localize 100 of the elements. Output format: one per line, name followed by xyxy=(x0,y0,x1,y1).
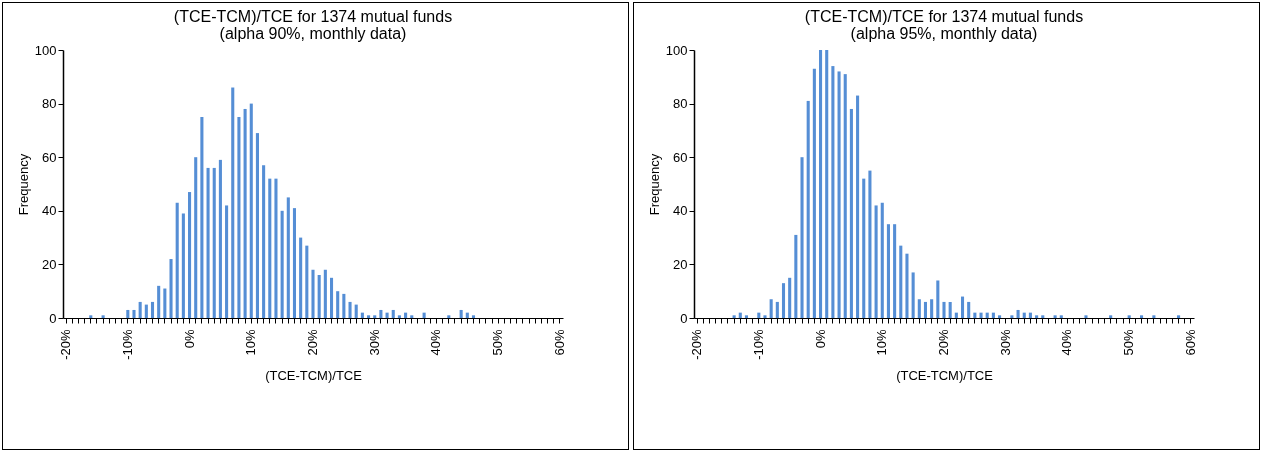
x-tick-label: -10% xyxy=(119,329,135,360)
x-tick-label: 20% xyxy=(305,329,320,356)
y-tick-label: 100 xyxy=(34,42,57,58)
bar xyxy=(342,293,346,318)
bar xyxy=(150,301,155,318)
bar xyxy=(769,299,773,318)
y-tick-label: 60 xyxy=(42,149,57,165)
x-tick-label: 60% xyxy=(551,329,567,356)
bar xyxy=(323,269,327,318)
bar xyxy=(1152,315,1156,318)
bar xyxy=(410,315,414,318)
bar xyxy=(132,309,136,318)
bar xyxy=(237,117,241,318)
bar xyxy=(225,205,229,318)
bar xyxy=(181,213,185,318)
bar xyxy=(89,315,93,318)
bar xyxy=(781,283,786,318)
bar xyxy=(169,259,173,318)
bar xyxy=(274,178,278,318)
x-axis-title: (TCE-TCM)/TCE xyxy=(896,367,994,383)
bar xyxy=(806,100,810,318)
bar xyxy=(144,304,148,318)
bar xyxy=(280,210,284,318)
bar xyxy=(1016,309,1020,318)
y-tick-label: 60 xyxy=(673,149,688,165)
x-tick-label: -20% xyxy=(58,329,74,360)
bar xyxy=(967,301,971,318)
chart-title: (TCE-TCM)/TCE for 1374 mutual funds xyxy=(173,8,453,25)
bar xyxy=(819,50,823,318)
bar xyxy=(243,108,247,318)
bar xyxy=(899,245,903,318)
bar xyxy=(1053,315,1057,318)
x-tick-label: 20% xyxy=(936,329,951,356)
bar xyxy=(126,309,130,318)
bar xyxy=(336,291,340,318)
bar xyxy=(998,315,1002,318)
x-tick-label: 60% xyxy=(1182,329,1198,356)
bar xyxy=(936,280,940,318)
x-tick-label: 10% xyxy=(874,329,890,356)
bar xyxy=(837,71,841,318)
bar xyxy=(1059,315,1063,318)
bar xyxy=(206,167,210,318)
bar xyxy=(868,170,872,318)
bar xyxy=(831,66,835,318)
bar xyxy=(1139,315,1144,318)
x-tick-label: 30% xyxy=(366,329,382,356)
y-tick-label: 40 xyxy=(42,203,57,219)
bar xyxy=(1127,315,1131,318)
bar xyxy=(775,301,779,318)
bar xyxy=(138,301,142,318)
bar xyxy=(942,301,946,318)
bar xyxy=(930,299,934,318)
bar xyxy=(825,50,829,318)
bar xyxy=(188,192,192,318)
bar xyxy=(874,205,878,318)
bar xyxy=(917,299,921,318)
bar xyxy=(800,157,804,318)
bar xyxy=(311,269,315,318)
bar xyxy=(249,103,253,318)
bar xyxy=(101,315,105,318)
y-tick-label: 0 xyxy=(680,310,688,326)
y-tick-label: 80 xyxy=(42,96,57,112)
bar xyxy=(459,309,463,318)
bar xyxy=(447,315,451,318)
bar xyxy=(262,165,266,318)
bar xyxy=(317,275,321,318)
chart-subtitle: (alpha 90%, monthly data) xyxy=(219,25,407,42)
bar xyxy=(862,178,866,318)
x-tick-label: 10% xyxy=(243,329,259,356)
bar xyxy=(329,277,334,318)
bar xyxy=(794,234,798,318)
bar xyxy=(373,315,377,318)
x-tick-label: 40% xyxy=(1059,329,1075,356)
x-tick-label: 40% xyxy=(428,329,444,356)
bar xyxy=(843,74,847,318)
x-tick-label: 0% xyxy=(181,329,197,349)
bar xyxy=(299,237,303,318)
bar xyxy=(1109,315,1113,318)
y-axis-title: Frequency xyxy=(646,153,662,216)
bar xyxy=(849,108,853,318)
bar xyxy=(292,208,297,318)
bar xyxy=(268,178,272,318)
bar xyxy=(286,197,290,318)
x-tick-label: 50% xyxy=(1121,329,1137,356)
bar xyxy=(732,315,736,318)
bar xyxy=(911,272,915,318)
x-tick-label: 0% xyxy=(812,329,828,349)
x-tick-label: -10% xyxy=(750,329,766,360)
bar xyxy=(218,159,222,318)
bar xyxy=(1177,315,1181,318)
bar xyxy=(212,167,216,318)
bar xyxy=(905,253,909,318)
bar xyxy=(367,315,371,318)
bar xyxy=(763,315,767,318)
y-tick-label: 100 xyxy=(665,42,688,58)
bar xyxy=(175,202,179,318)
bar xyxy=(1010,315,1014,318)
x-tick-label: 30% xyxy=(997,329,1013,356)
bar xyxy=(157,285,161,318)
y-tick-label: 80 xyxy=(673,96,688,112)
